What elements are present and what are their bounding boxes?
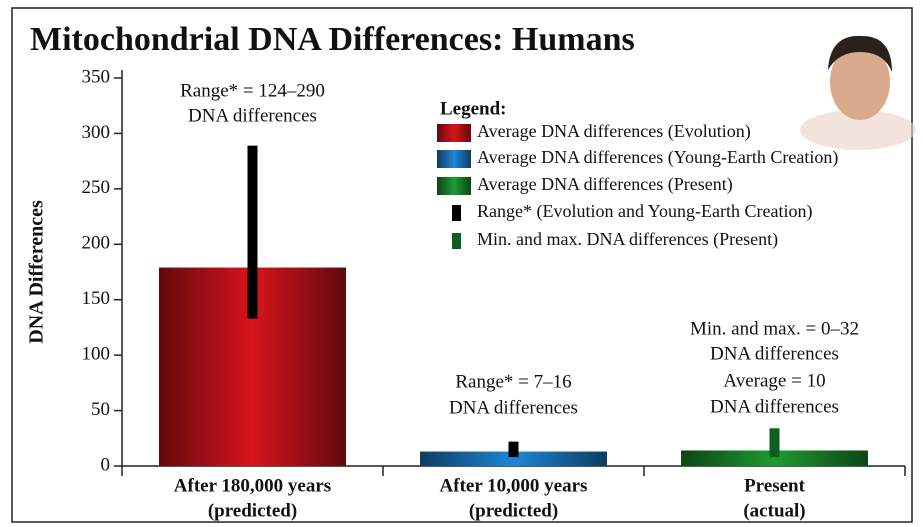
x-tick-label: After 10,000 years bbox=[440, 475, 588, 496]
legend-swatch-shade bbox=[437, 150, 471, 168]
legend-title: Legend: bbox=[440, 98, 507, 119]
annotation: DNA differences bbox=[710, 343, 839, 364]
annotation: DNA differences bbox=[710, 396, 839, 417]
annotation: Average = 10 bbox=[723, 370, 825, 391]
legend-label: Range* (Evolution and Young-Earth Creati… bbox=[477, 201, 812, 222]
annotation: Range* = 7–16 bbox=[455, 371, 571, 392]
range-bar bbox=[770, 428, 780, 457]
annotation: Range* = 124–290 bbox=[180, 80, 325, 101]
y-tick-label: 250 bbox=[82, 177, 111, 198]
y-tick-label: 150 bbox=[82, 288, 111, 309]
legend-label: Average DNA differences (Present) bbox=[477, 174, 733, 195]
range-bar bbox=[248, 146, 258, 319]
y-tick-label: 50 bbox=[91, 399, 110, 420]
annotation: Min. and max. = 0–32 bbox=[690, 318, 859, 339]
y-tick-label: 300 bbox=[82, 122, 111, 143]
legend-swatch-shade bbox=[437, 124, 471, 142]
y-tick-label: 0 bbox=[101, 454, 111, 475]
range-bar bbox=[509, 442, 519, 458]
x-tick-label: (actual) bbox=[743, 500, 805, 521]
x-tick-label: (predicted) bbox=[469, 500, 558, 521]
y-tick-label: 100 bbox=[82, 344, 111, 365]
legend-label: Average DNA differences (Evolution) bbox=[477, 121, 751, 142]
annotation: DNA differences bbox=[449, 397, 578, 418]
legend-swatch-shade bbox=[437, 177, 471, 195]
y-tick-label: 200 bbox=[82, 233, 111, 254]
legend-swatch bbox=[452, 205, 461, 221]
legend-swatch bbox=[452, 233, 461, 249]
legend-label: Min. and max. DNA differences (Present) bbox=[477, 229, 778, 250]
chart-title: Mitochondrial DNA Differences: Humans bbox=[30, 21, 635, 58]
x-tick-label: (predicted) bbox=[208, 500, 297, 521]
y-tick-label: 350 bbox=[82, 66, 111, 87]
annotation: DNA differences bbox=[188, 105, 317, 126]
y-axis-label: DNA Differences bbox=[26, 200, 48, 344]
chart: Mitochondrial DNA Differences: Humans DN… bbox=[0, 0, 923, 527]
x-tick-label: Present bbox=[744, 475, 806, 496]
x-tick-label: After 180,000 years bbox=[174, 475, 331, 496]
legend-label: Average DNA differences (Young-Earth Cre… bbox=[477, 147, 838, 168]
